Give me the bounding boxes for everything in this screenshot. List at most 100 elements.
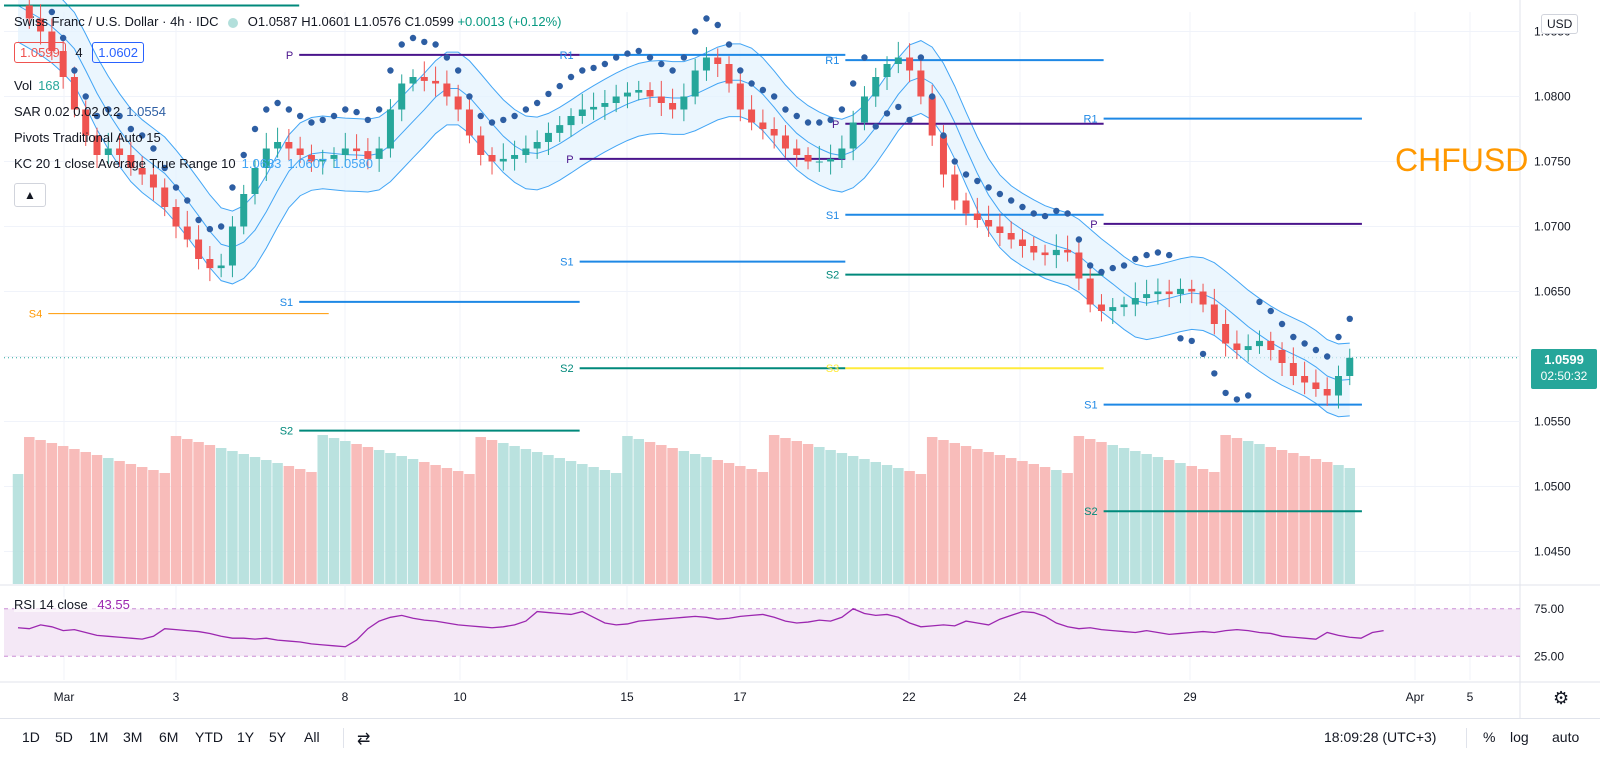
candle-body xyxy=(488,155,496,162)
calendar-range-icon[interactable]: ⇄ xyxy=(357,731,371,748)
sar-dot xyxy=(1222,389,1229,397)
volume-bar xyxy=(1220,435,1231,584)
candle-body xyxy=(1222,324,1230,344)
volume-bar xyxy=(1152,457,1164,584)
range-5y-button[interactable]: 5Y xyxy=(269,729,287,745)
sar-dot xyxy=(962,171,970,178)
sar-dot xyxy=(612,54,620,61)
sar-dot xyxy=(127,125,135,133)
volume-bar xyxy=(1186,466,1198,584)
bid-price[interactable]: 1.0599 xyxy=(14,42,66,63)
candle-body xyxy=(82,109,90,136)
volume-bar xyxy=(960,446,972,584)
candle-body xyxy=(1109,307,1117,311)
pivot-label: S4 xyxy=(29,309,42,321)
volume-bar xyxy=(69,449,80,584)
symbol-name[interactable]: Swiss Franc / U.S. Dollar xyxy=(14,14,159,29)
price-axis[interactable]: 1.08501.08001.07501.07001.06501.06001.05… xyxy=(1534,25,1571,664)
candle-body xyxy=(1255,340,1263,347)
sar-dot xyxy=(917,54,925,61)
candle-body xyxy=(398,83,406,110)
volume-bar xyxy=(407,459,419,584)
pivots-indicator-legend[interactable]: Pivots Traditional Auto 15 xyxy=(14,130,161,145)
candle-body xyxy=(996,226,1004,233)
candle-body xyxy=(985,220,993,227)
sar-dot xyxy=(1132,255,1139,263)
volume-bar xyxy=(1209,472,1220,584)
volume-bar xyxy=(1017,461,1028,584)
volume-bar xyxy=(746,469,757,584)
range-1m-button[interactable]: 1M xyxy=(89,729,109,745)
sar-dot xyxy=(759,86,767,94)
candle-body xyxy=(544,132,552,142)
volume-bar xyxy=(215,448,227,584)
sar-dot xyxy=(1086,262,1094,269)
candle-body xyxy=(183,226,191,240)
sar-dot xyxy=(522,106,530,113)
candle-body xyxy=(883,64,891,77)
candle-body xyxy=(48,31,56,51)
range-3m-button[interactable]: 3M xyxy=(123,729,143,745)
percent-scale-toggle[interactable]: % xyxy=(1483,729,1496,745)
volume-bar xyxy=(610,473,622,584)
range-ytd-button[interactable]: YTD xyxy=(195,729,223,745)
sar-dot xyxy=(658,60,665,68)
volume-bar xyxy=(825,450,836,584)
clock-time[interactable]: 18:09:28 (UTC+3) xyxy=(1324,729,1437,745)
collapse-legend-button[interactable]: ▲ xyxy=(14,183,46,207)
sar-dot xyxy=(624,50,631,57)
volume-bar xyxy=(1254,444,1265,584)
sar-dot xyxy=(1267,307,1274,315)
volume-bar xyxy=(926,437,938,584)
pivot-label: R1 xyxy=(825,55,839,67)
range-1y-button[interactable]: 1Y xyxy=(237,729,255,745)
price-tick-label: 1.0800 xyxy=(1534,90,1571,104)
vol-indicator-legend[interactable]: Vol 168 xyxy=(14,78,60,93)
pivot-label: S2 xyxy=(1084,506,1097,518)
range-all-button[interactable]: All xyxy=(304,729,320,745)
volume-bar xyxy=(904,471,915,584)
time-tick-label: 15 xyxy=(620,690,634,704)
time-axis[interactable]: Mar 3 8 10 15 17 22 24 29 Apr 5 xyxy=(54,690,1474,704)
candle-body xyxy=(567,116,575,126)
pivot-lines: S2S4PS1S2R1S1S2PR1PS1S2S3R1PS1S2 xyxy=(4,4,1362,518)
gear-icon[interactable]: ⚙ xyxy=(1553,688,1570,708)
sar-dot xyxy=(398,41,405,48)
range-6m-button[interactable]: 6M xyxy=(159,729,179,745)
sar-dot xyxy=(827,116,834,124)
ohlc-values: O1.0587 H1.0601 L1.0576 C1.0599 +0.0013 … xyxy=(247,14,562,29)
interval-label[interactable]: 4h xyxy=(170,14,185,29)
ask-price[interactable]: 1.0602 xyxy=(92,42,145,63)
chevron-up-icon: ▲ xyxy=(24,188,36,202)
sar-dot xyxy=(737,67,744,74)
currency-label[interactable]: USD xyxy=(1541,14,1579,34)
volume-bar xyxy=(881,465,893,584)
volume-bar xyxy=(294,469,306,584)
kc-indicator-legend[interactable]: KC 20 1 close Average True Range 10 1.063… xyxy=(14,156,373,171)
sar-dot xyxy=(150,145,157,152)
range-5d-button[interactable]: 5D xyxy=(55,729,73,745)
log-scale-toggle[interactable]: log xyxy=(1510,729,1529,745)
candle-body xyxy=(781,135,789,149)
candle-body xyxy=(1007,233,1015,240)
volume-bar xyxy=(1130,451,1141,584)
auto-scale-toggle[interactable]: auto xyxy=(1552,729,1580,745)
rsi-legend[interactable]: RSI 14 close 43.55 xyxy=(14,597,130,612)
sar-dot xyxy=(206,225,214,233)
candle-body xyxy=(1233,343,1241,350)
sar-dot xyxy=(691,28,699,35)
volume-bar xyxy=(373,450,385,584)
volume-bar xyxy=(227,451,238,584)
candle-body xyxy=(228,226,236,266)
range-1d-button[interactable]: 1D xyxy=(22,729,40,745)
sar-dot xyxy=(680,54,688,61)
symbol-legend: Swiss Franc / U.S. Dollar · 4h · IDC O1.… xyxy=(14,14,562,29)
candle-body xyxy=(894,57,902,64)
sar-indicator-legend[interactable]: SAR 0.02 0.02 0.2 1.0554 xyxy=(14,104,167,119)
last-price-value: 1.0599 xyxy=(1544,352,1584,367)
sar-dot xyxy=(263,106,270,113)
volume-bar xyxy=(193,442,204,584)
pivot-label: P xyxy=(286,50,293,62)
price-tick-label: 1.0550 xyxy=(1534,415,1571,429)
